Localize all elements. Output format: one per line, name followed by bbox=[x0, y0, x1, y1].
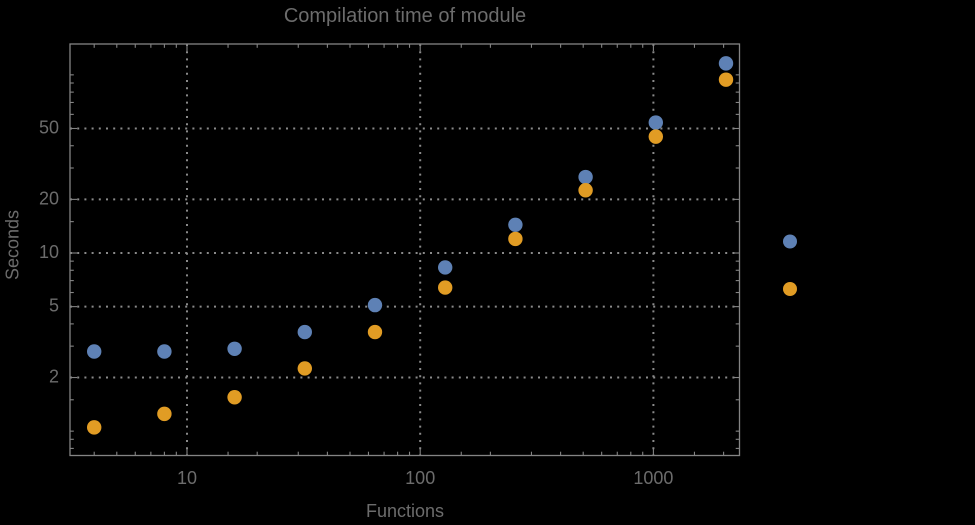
legend bbox=[783, 234, 797, 296]
blue-series-point bbox=[648, 115, 664, 130]
orange-series-point bbox=[86, 420, 102, 435]
gridlines bbox=[70, 44, 740, 456]
orange-series-point bbox=[227, 390, 242, 405]
orange-series-point bbox=[367, 324, 383, 340]
y-axis-label: Seconds bbox=[2, 209, 23, 281]
blue-series-point bbox=[367, 297, 383, 313]
orange-series-point bbox=[157, 406, 172, 422]
blue-series-point bbox=[157, 344, 172, 359]
orange-series-point bbox=[508, 231, 523, 247]
x-tick-label: 1000 bbox=[633, 468, 673, 488]
x-tick-label: 10 bbox=[177, 468, 197, 488]
blue-series-point bbox=[508, 217, 523, 232]
orange-series-point bbox=[718, 72, 734, 87]
blue-series-point bbox=[437, 260, 453, 275]
frame bbox=[69, 43, 741, 457]
orange-series-point bbox=[437, 280, 453, 295]
y-tick-label: 10 bbox=[39, 242, 59, 262]
orange-series-point bbox=[648, 129, 664, 144]
legend-marker-orange-series bbox=[783, 282, 797, 296]
x-tick-label: 100 bbox=[405, 468, 435, 488]
blue-series bbox=[86, 56, 734, 359]
tick-labels: 10 100 1000 2 5 10 20 50 bbox=[39, 117, 673, 488]
blue-series-point bbox=[297, 324, 312, 340]
blue-series-point bbox=[578, 169, 593, 185]
blue-series-point bbox=[227, 341, 242, 356]
orange-series-point bbox=[297, 361, 312, 376]
y-tick-label: 50 bbox=[39, 117, 59, 137]
chart-title: Compilation time of module bbox=[283, 5, 527, 27]
y-tick-label: 5 bbox=[49, 296, 59, 316]
ticks bbox=[70, 44, 740, 456]
y-tick-label: 2 bbox=[49, 367, 59, 387]
plot-frame bbox=[69, 43, 741, 457]
x-axis-label: Functions bbox=[365, 501, 445, 521]
legend-marker-blue-series bbox=[783, 234, 797, 249]
orange-series-point bbox=[578, 183, 593, 198]
orange-series bbox=[86, 72, 734, 435]
y-tick-label: 20 bbox=[39, 188, 59, 208]
blue-series-point bbox=[718, 56, 734, 71]
blue-series-point bbox=[86, 344, 102, 359]
